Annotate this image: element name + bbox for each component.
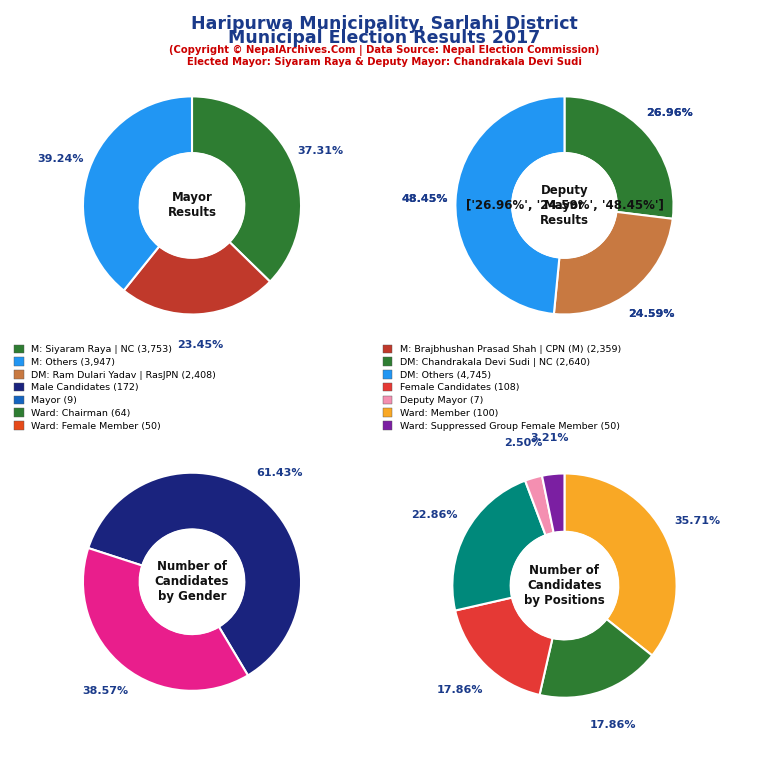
Text: Number of
Candidates
by Gender: Number of Candidates by Gender: [154, 561, 230, 603]
Wedge shape: [455, 97, 564, 314]
Legend: M: Brajbhushan Prasad Shah | CPN (M) (2,359), DM: Chandrakala Devi Sudi | NC (2,: M: Brajbhushan Prasad Shah | CPN (M) (2,…: [381, 343, 623, 432]
Text: 22.86%: 22.86%: [411, 511, 458, 521]
Wedge shape: [83, 548, 248, 690]
Text: 23.45%: 23.45%: [177, 339, 223, 349]
Text: Mayor
Results: Mayor Results: [167, 191, 217, 220]
Wedge shape: [124, 242, 270, 314]
Text: Municipal Election Results 2017: Municipal Election Results 2017: [228, 29, 540, 47]
Text: 2.50%: 2.50%: [505, 439, 543, 449]
Wedge shape: [554, 212, 673, 314]
Text: 39.24%: 39.24%: [37, 154, 84, 164]
Text: 48.45%: 48.45%: [402, 194, 449, 204]
Wedge shape: [83, 96, 192, 290]
Circle shape: [140, 529, 244, 634]
Circle shape: [511, 531, 618, 640]
Wedge shape: [88, 473, 301, 675]
Text: 61.43%: 61.43%: [256, 468, 303, 478]
Text: Elected Mayor: Siyaram Raya & Deputy Mayor: Chandrakala Devi Sudi: Elected Mayor: Siyaram Raya & Deputy May…: [187, 57, 581, 67]
Wedge shape: [542, 473, 564, 533]
Wedge shape: [455, 598, 552, 695]
Text: 24.59%: 24.59%: [628, 310, 675, 319]
Text: 17.86%: 17.86%: [590, 720, 637, 730]
Text: 17.86%: 17.86%: [436, 685, 483, 695]
Wedge shape: [564, 97, 674, 219]
Wedge shape: [192, 97, 301, 282]
Text: 24.59%: 24.59%: [628, 310, 675, 319]
Wedge shape: [564, 97, 674, 219]
Text: Number of
Candidates
by Positions: Number of Candidates by Positions: [524, 564, 605, 607]
Circle shape: [512, 153, 617, 258]
Wedge shape: [525, 475, 554, 535]
Text: 48.45%: 48.45%: [402, 194, 449, 204]
Text: ['26.96%', '24.59%', '48.45%']: ['26.96%', '24.59%', '48.45%']: [465, 199, 664, 212]
Text: 37.31%: 37.31%: [297, 146, 344, 156]
Circle shape: [512, 153, 617, 258]
Text: 3.21%: 3.21%: [531, 433, 569, 443]
Wedge shape: [455, 97, 564, 314]
Wedge shape: [554, 212, 673, 314]
Text: 38.57%: 38.57%: [82, 686, 128, 696]
Text: Deputy
Mayor
Results: Deputy Mayor Results: [540, 184, 589, 227]
Text: 26.96%: 26.96%: [646, 108, 693, 118]
Text: 35.71%: 35.71%: [675, 516, 721, 526]
Wedge shape: [564, 473, 677, 655]
Text: 26.96%: 26.96%: [646, 108, 693, 118]
Wedge shape: [540, 619, 652, 697]
Wedge shape: [452, 481, 545, 611]
Text: (Copyright © NepalArchives.Com | Data Source: Nepal Election Commission): (Copyright © NepalArchives.Com | Data So…: [169, 45, 599, 56]
Circle shape: [140, 153, 244, 258]
Text: Haripurwa Municipality, Sarlahi District: Haripurwa Municipality, Sarlahi District: [190, 15, 578, 33]
